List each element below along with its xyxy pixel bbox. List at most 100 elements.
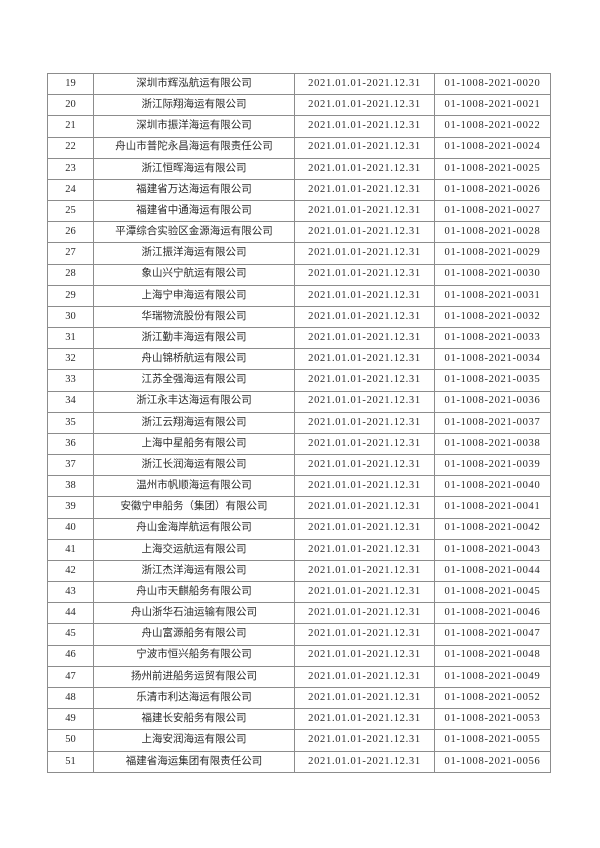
row-number-cell: 22 bbox=[47, 136, 94, 159]
row-number-cell: 44 bbox=[47, 602, 94, 625]
certificate-number-cell: 01-1008-2021-0041 bbox=[434, 496, 551, 519]
company-name-cell: 福建省中通海运有限公司 bbox=[93, 200, 295, 223]
validity-period-cell: 2021.01.01-2021.12.31 bbox=[294, 305, 435, 329]
company-name-cell: 福建省海运集团有限责任公司 bbox=[93, 750, 295, 773]
row-number-cell: 33 bbox=[47, 369, 94, 392]
certificate-number-cell: 01-1008-2021-0020 bbox=[434, 72, 551, 96]
company-name-cell: 扬州前进船务运贸有限公司 bbox=[93, 665, 295, 688]
table-row: 24 福建省万达海运有限公司 2021.01.01-2021.12.31 01-100… bbox=[47, 178, 551, 202]
company-name-cell: 深圳市辉泓航运有限公司 bbox=[93, 72, 295, 96]
validity-period-cell: 2021.01.01-2021.12.31 bbox=[294, 623, 435, 646]
validity-period-cell: 2021.01.01-2021.12.31 bbox=[294, 178, 435, 202]
certificate-number-cell: 01-1008-2021-0030 bbox=[434, 263, 551, 286]
row-number-cell: 40 bbox=[47, 517, 94, 540]
table-row: 41 上海交运航运有限公司 2021.01.01-2021.12.31 01-1008… bbox=[47, 538, 551, 561]
table-row: 49 福建长安船务有限公司 2021.01.01-2021.12.31 01-1008… bbox=[47, 708, 551, 731]
row-number-cell: 27 bbox=[47, 242, 94, 265]
validity-period-cell: 2021.01.01-2021.12.31 bbox=[294, 602, 435, 625]
validity-period-cell: 2021.01.01-2021.12.31 bbox=[294, 729, 435, 752]
table-row: 35 浙江云翔海运有限公司 2021.01.01-2021.12.31 01-1008… bbox=[47, 411, 551, 434]
table-row: 47 扬州前进船务运贸有限公司 2021.01.01-2021.12.31 01-10… bbox=[47, 665, 551, 688]
table-row: 28 象山兴宁航运有限公司 2021.01.01-2021.12.31 01-1008… bbox=[47, 263, 551, 286]
row-number-cell: 38 bbox=[47, 475, 94, 498]
row-number-cell: 50 bbox=[47, 729, 94, 752]
validity-period-cell: 2021.01.01-2021.12.31 bbox=[294, 242, 435, 265]
validity-period-cell: 2021.01.01-2021.12.31 bbox=[294, 157, 435, 180]
company-name-cell: 舟山富源船务有限公司 bbox=[93, 623, 295, 646]
company-name-cell: 平潭综合实验区金源海运有限公司 bbox=[93, 221, 295, 244]
validity-period-cell: 2021.01.01-2021.12.31 bbox=[294, 686, 435, 710]
company-name-cell: 华瑞物流股份有限公司 bbox=[93, 305, 295, 329]
table-row: 36 上海中星船务有限公司 2021.01.01-2021.12.31 01-1008… bbox=[47, 432, 551, 456]
table-row: 25 福建省中通海运有限公司 2021.01.01-2021.12.31 01-100… bbox=[47, 200, 551, 223]
table-row: 46 宁波市恒兴船务有限公司 2021.01.01-2021.12.31 01-100… bbox=[47, 644, 551, 667]
row-number-cell: 43 bbox=[47, 581, 94, 604]
company-name-cell: 浙江云翔海运有限公司 bbox=[93, 411, 295, 434]
validity-period-cell: 2021.01.01-2021.12.31 bbox=[294, 115, 435, 138]
certificate-number-cell: 01-1008-2021-0021 bbox=[434, 94, 551, 117]
validity-period-cell: 2021.01.01-2021.12.31 bbox=[294, 708, 435, 731]
row-number-cell: 26 bbox=[47, 221, 94, 244]
table-row: 30 华瑞物流股份有限公司 2021.01.01-2021.12.31 01-1008… bbox=[47, 305, 551, 329]
validity-period-cell: 2021.01.01-2021.12.31 bbox=[294, 538, 435, 561]
validity-period-cell: 2021.01.01-2021.12.31 bbox=[294, 94, 435, 117]
row-number-cell: 23 bbox=[47, 157, 94, 180]
certificate-number-cell: 01-1008-2021-0029 bbox=[434, 242, 551, 265]
certificate-number-cell: 01-1008-2021-0033 bbox=[434, 327, 551, 350]
certificate-number-cell: 01-1008-2021-0056 bbox=[434, 750, 551, 773]
validity-period-cell: 2021.01.01-2021.12.31 bbox=[294, 72, 435, 96]
row-number-cell: 34 bbox=[47, 390, 94, 413]
table-row: 44 舟山浙华石油运输有限公司 2021.01.01-2021.12.31 01-10… bbox=[47, 602, 551, 625]
row-number-cell: 46 bbox=[47, 644, 94, 667]
certificate-number-cell: 01-1008-2021-0026 bbox=[434, 178, 551, 202]
table-row: 38 温州市帆顺海运有限公司 2021.01.01-2021.12.31 01-100… bbox=[47, 475, 551, 498]
certificate-number-cell: 01-1008-2021-0042 bbox=[434, 517, 551, 540]
certificate-number-cell: 01-1008-2021-0031 bbox=[434, 284, 551, 307]
company-name-cell: 浙江际翔海运有限公司 bbox=[93, 94, 295, 117]
company-name-cell: 象山兴宁航运有限公司 bbox=[93, 263, 295, 286]
certificate-number-cell: 01-1008-2021-0037 bbox=[434, 411, 551, 434]
validity-period-cell: 2021.01.01-2021.12.31 bbox=[294, 644, 435, 667]
validity-period-cell: 2021.01.01-2021.12.31 bbox=[294, 475, 435, 498]
certificate-number-cell: 01-1008-2021-0028 bbox=[434, 221, 551, 244]
certificate-number-cell: 01-1008-2021-0044 bbox=[434, 559, 551, 583]
row-number-cell: 42 bbox=[47, 559, 94, 583]
validity-period-cell: 2021.01.01-2021.12.31 bbox=[294, 200, 435, 223]
table-row: 21 深圳市振洋海运有限公司 2021.01.01-2021.12.31 01-100… bbox=[47, 115, 551, 138]
validity-period-cell: 2021.01.01-2021.12.31 bbox=[294, 665, 435, 688]
certificate-number-cell: 01-1008-2021-0055 bbox=[434, 729, 551, 752]
validity-period-cell: 2021.01.01-2021.12.31 bbox=[294, 496, 435, 519]
validity-period-cell: 2021.01.01-2021.12.31 bbox=[294, 750, 435, 773]
validity-period-cell: 2021.01.01-2021.12.31 bbox=[294, 559, 435, 583]
company-name-cell: 福建长安船务有限公司 bbox=[93, 708, 295, 731]
company-name-cell: 上海安润海运有限公司 bbox=[93, 729, 295, 752]
row-number-cell: 20 bbox=[47, 94, 94, 117]
certificate-number-cell: 01-1008-2021-0048 bbox=[434, 644, 551, 667]
row-number-cell: 35 bbox=[47, 411, 94, 434]
certificate-table: 19 深圳市辉泓航运有限公司 2021.01.01-2021.12.31 01-100… bbox=[47, 72, 551, 773]
validity-period-cell: 2021.01.01-2021.12.31 bbox=[294, 221, 435, 244]
company-name-cell: 舟山金海岸航运有限公司 bbox=[93, 517, 295, 540]
table-row: 43 舟山市天麒船务有限公司 2021.01.01-2021.12.31 01-100… bbox=[47, 581, 551, 604]
row-number-cell: 24 bbox=[47, 178, 94, 202]
certificate-number-cell: 01-1008-2021-0022 bbox=[434, 115, 551, 138]
company-name-cell: 浙江长润海运有限公司 bbox=[93, 454, 295, 477]
company-name-cell: 舟山市天麒船务有限公司 bbox=[93, 581, 295, 604]
row-number-cell: 41 bbox=[47, 538, 94, 561]
table-row: 29 上海宁申海运有限公司 2021.01.01-2021.12.31 01-1008… bbox=[47, 284, 551, 307]
certificate-number-cell: 01-1008-2021-0024 bbox=[434, 136, 551, 159]
table-row: 27 浙江振洋海运有限公司 2021.01.01-2021.12.31 01-1008… bbox=[47, 242, 551, 265]
row-number-cell: 47 bbox=[47, 665, 94, 688]
validity-period-cell: 2021.01.01-2021.12.31 bbox=[294, 284, 435, 307]
table-row: 31 浙江勤丰海运有限公司 2021.01.01-2021.12.31 01-1008… bbox=[47, 327, 551, 350]
table-row: 48 乐清市利达海运有限公司 2021.01.01-2021.12.31 01-100… bbox=[47, 686, 551, 710]
company-name-cell: 浙江杰洋海运有限公司 bbox=[93, 559, 295, 583]
certificate-number-cell: 01-1008-2021-0034 bbox=[434, 348, 551, 371]
table-body: 19 深圳市辉泓航运有限公司 2021.01.01-2021.12.31 01-100… bbox=[47, 72, 551, 773]
row-number-cell: 21 bbox=[47, 115, 94, 138]
certificate-number-cell: 01-1008-2021-0036 bbox=[434, 390, 551, 413]
certificate-number-cell: 01-1008-2021-0047 bbox=[434, 623, 551, 646]
table-row: 26 平潭综合实验区金源海运有限公司 2021.01.01-2021.12.31 01… bbox=[47, 221, 551, 244]
validity-period-cell: 2021.01.01-2021.12.31 bbox=[294, 136, 435, 159]
table-row: 50 上海安润海运有限公司 2021.01.01-2021.12.31 01-1008… bbox=[47, 729, 551, 752]
